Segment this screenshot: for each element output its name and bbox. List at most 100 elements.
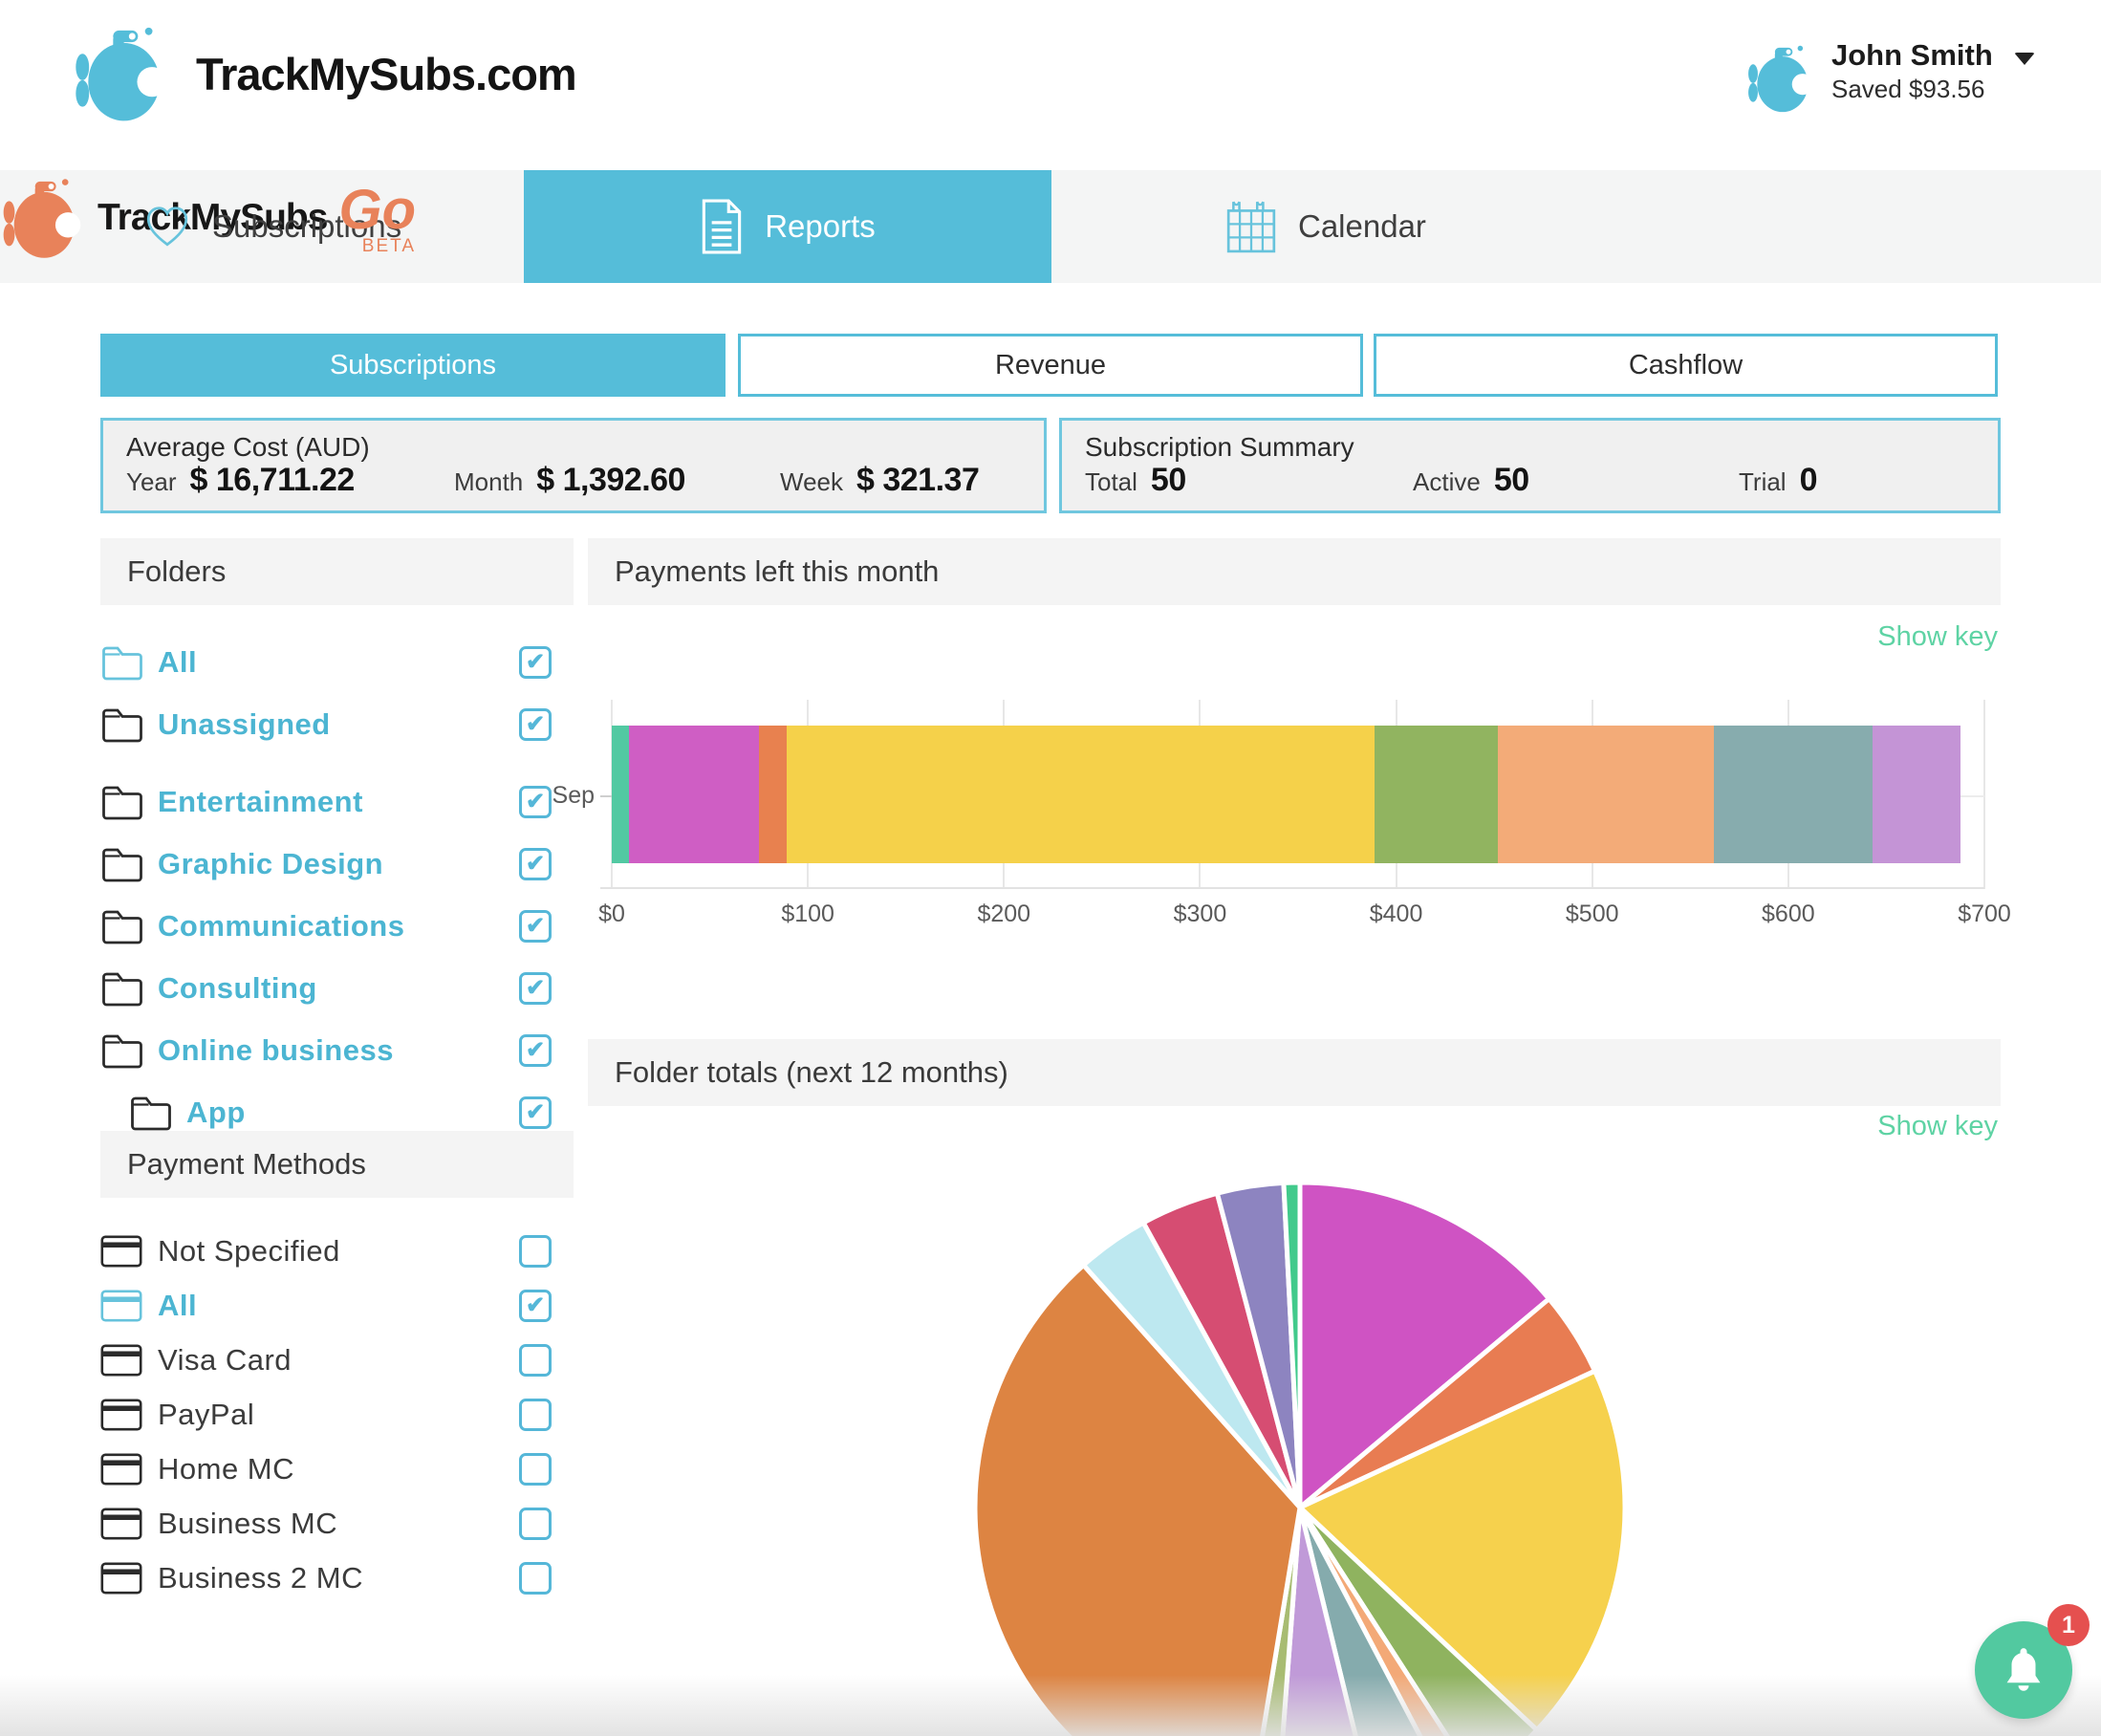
week-label: Week [780, 467, 843, 496]
folder-label: Entertainment [158, 784, 363, 818]
user-menu[interactable]: John Smith Saved $93.56 [1745, 38, 2035, 119]
folder-checkbox[interactable]: ✔ [519, 707, 552, 741]
payment-method-item[interactable]: Business 2 MC ✔ [100, 1551, 574, 1605]
active-label: Active [1413, 467, 1481, 496]
folder-item[interactable]: App ✔ [100, 1081, 574, 1143]
payment-method-label: Home MC [158, 1451, 295, 1486]
payment-methods-list: Not Specified ✔ All ✔ Visa Card ✔ PayPal… [100, 1224, 574, 1605]
folder-totals-title: Folder totals (next 12 months) [588, 1039, 2001, 1106]
submarine-logo-icon [72, 17, 171, 130]
payment-method-item[interactable]: Not Specified ✔ [100, 1224, 574, 1278]
folder-checkbox[interactable]: ✔ [519, 971, 552, 1005]
payment-method-label: Business MC [158, 1506, 338, 1540]
pie-slice [1297, 1296, 1598, 1510]
folder-label: Graphic Design [158, 846, 384, 880]
folder-checkbox[interactable]: ✔ [519, 1096, 552, 1129]
folder-item[interactable]: Consulting ✔ [100, 957, 574, 1019]
folder-label: App [186, 1095, 246, 1129]
folder-item[interactable]: Online business ✔ [100, 1019, 574, 1081]
nav-tab-calendar[interactable]: Calendar [1225, 170, 1474, 283]
folder-checkbox[interactable]: ✔ [519, 785, 552, 818]
x-tick-label: $700 [1958, 901, 2011, 927]
bar-segment [758, 726, 787, 863]
folder-checkbox[interactable]: ✔ [519, 1033, 552, 1067]
payment-method-label: All [158, 1288, 198, 1322]
payment-method-checkbox[interactable]: ✔ [519, 1234, 552, 1268]
payment-method-item[interactable]: Business MC ✔ [100, 1496, 574, 1551]
x-tick-label: $500 [1565, 901, 1619, 927]
x-tick-label: $600 [1762, 901, 1815, 927]
total-value: 50 [1150, 462, 1186, 498]
app-header: TrackMySubs.com John Smith Saved $93.56 [0, 0, 2101, 170]
folders-list: All ✔ Unassigned ✔ Entertainment ✔ Graph… [100, 631, 574, 1143]
app-logo[interactable]: TrackMySubs.com [72, 17, 577, 130]
folder-item[interactable]: Graphic Design ✔ [100, 833, 574, 895]
trackmysubs-go-logo[interactable]: TrackMySubs Go BETA [0, 170, 2101, 266]
payment-method-checkbox[interactable]: ✔ [519, 1398, 552, 1431]
trial-value: 0 [1799, 462, 1818, 498]
folder-item[interactable]: Entertainment ✔ [100, 770, 574, 833]
logo-text: TrackMySubs.com [196, 48, 577, 99]
pie-slice [1281, 1180, 1303, 1510]
folder-label: All [158, 644, 198, 679]
x-tick-label: $100 [781, 901, 834, 927]
payment-method-item[interactable]: Visa Card ✔ [100, 1333, 574, 1387]
payment-method-item[interactable]: Home MC ✔ [100, 1442, 574, 1496]
payment-method-checkbox[interactable]: ✔ [519, 1507, 552, 1540]
y-axis-tick [600, 795, 612, 797]
credit-card-icon [100, 1396, 144, 1434]
average-cost-panel: Average Cost (AUD) Year $ 16,711.22 Mont… [100, 418, 1047, 513]
bar-segment [1873, 726, 1961, 863]
user-name: John Smith [1831, 38, 1993, 72]
folder-icon [100, 1031, 144, 1070]
folder-icon [129, 1094, 173, 1132]
pie-slice [1214, 1180, 1303, 1510]
nav-tab-subscriptions[interactable]: Subscriptions [143, 170, 430, 283]
payment-method-item[interactable]: All ✔ [100, 1278, 574, 1333]
payment-method-checkbox[interactable]: ✔ [519, 1343, 552, 1377]
credit-card-icon [100, 1232, 144, 1270]
folder-checkbox[interactable]: ✔ [519, 909, 552, 943]
bar-segment [1374, 726, 1499, 863]
user-saved-amount: Saved $93.56 [1831, 75, 1985, 103]
payment-method-item[interactable]: PayPal ✔ [100, 1387, 574, 1442]
submarine-go-icon [0, 172, 84, 264]
pie-slice [1081, 1220, 1303, 1510]
stacked-bar [612, 726, 1961, 863]
payment-method-checkbox[interactable]: ✔ [519, 1452, 552, 1486]
bar-category-label: Sep [552, 782, 595, 809]
payment-method-label: Not Specified [158, 1233, 340, 1268]
report-tab-revenue[interactable]: Revenue [738, 334, 1363, 397]
payment-method-label: Business 2 MC [158, 1560, 363, 1595]
pie-slice [1140, 1190, 1303, 1510]
folder-item[interactable]: All ✔ [100, 631, 574, 693]
credit-card-icon [100, 1505, 144, 1543]
month-value: $ 1,392.60 [536, 462, 685, 498]
payment-method-checkbox[interactable]: ✔ [519, 1289, 552, 1322]
report-tab-subscriptions[interactable]: Subscriptions [100, 334, 726, 397]
active-value: 50 [1493, 462, 1529, 498]
nav-tab-reports[interactable]: Reports [524, 170, 1051, 283]
folder-label: Consulting [158, 970, 317, 1005]
show-key-link-pie[interactable]: Show key [1877, 1111, 1998, 1141]
average-cost-title: Average Cost (AUD) [126, 432, 370, 462]
x-tick-label: $0 [598, 901, 625, 927]
bottom-fade [0, 1675, 2101, 1736]
bell-icon [2006, 1648, 2041, 1691]
payments-left-title: Payments left this month [588, 538, 2001, 605]
notifications-button[interactable]: 1 [1975, 1604, 2090, 1719]
payments-bar-chart [600, 700, 1985, 889]
x-tick-label: $300 [1173, 901, 1227, 927]
payment-method-checkbox[interactable]: ✔ [519, 1561, 552, 1595]
nav-label-calendar: Calendar [1298, 208, 1426, 244]
calendar-icon [1226, 201, 1276, 253]
folder-item[interactable]: Unassigned ✔ [100, 693, 574, 755]
folder-checkbox[interactable]: ✔ [519, 645, 552, 679]
show-key-link-bar[interactable]: Show key [1877, 621, 1998, 652]
folder-checkbox[interactable]: ✔ [519, 847, 552, 880]
folders-section-title: Folders [100, 538, 574, 605]
summary-title: Subscription Summary [1085, 432, 1354, 462]
gridline-vertical [1983, 700, 1985, 889]
report-tab-cashflow[interactable]: Cashflow [1374, 334, 1998, 397]
folder-item[interactable]: Communications ✔ [100, 895, 574, 957]
